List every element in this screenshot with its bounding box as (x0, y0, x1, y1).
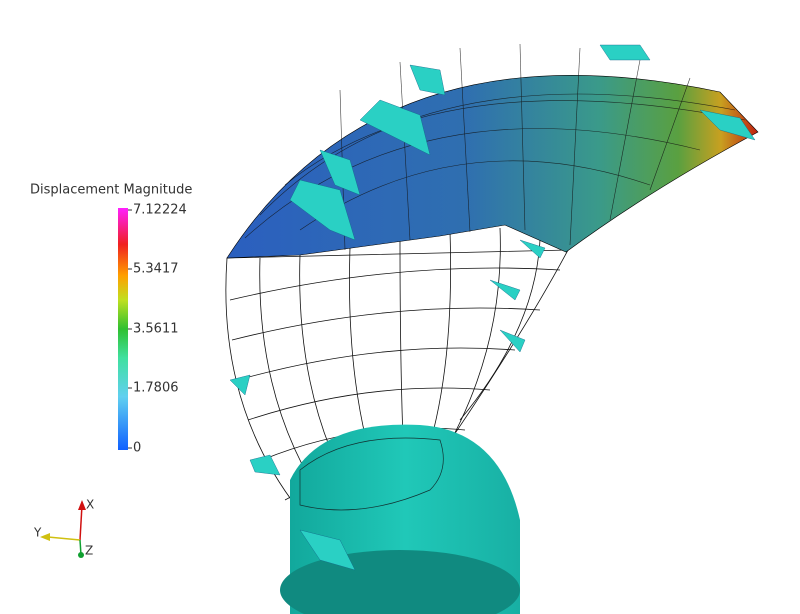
cylinder (280, 424, 520, 614)
colorbar-label: 7.12224 (133, 203, 187, 218)
axes-triad (40, 500, 86, 558)
colorbar-label: 3.5611 (133, 322, 179, 337)
colorbar-label: 1.7806 (133, 381, 179, 396)
colorbar-label: 0 (133, 441, 141, 456)
colorbar (118, 208, 128, 450)
arrow-glyphs (229, 44, 756, 571)
colorbar-ticks (128, 209, 132, 449)
axis-label: Z (85, 544, 93, 558)
colorbar-label: 5.3417 (133, 262, 179, 277)
axis-label: Y (33, 526, 42, 540)
axis-label: X (86, 498, 94, 512)
colored-shell (226, 43, 759, 259)
colorbar-title: Displacement Magnitude (30, 183, 192, 198)
